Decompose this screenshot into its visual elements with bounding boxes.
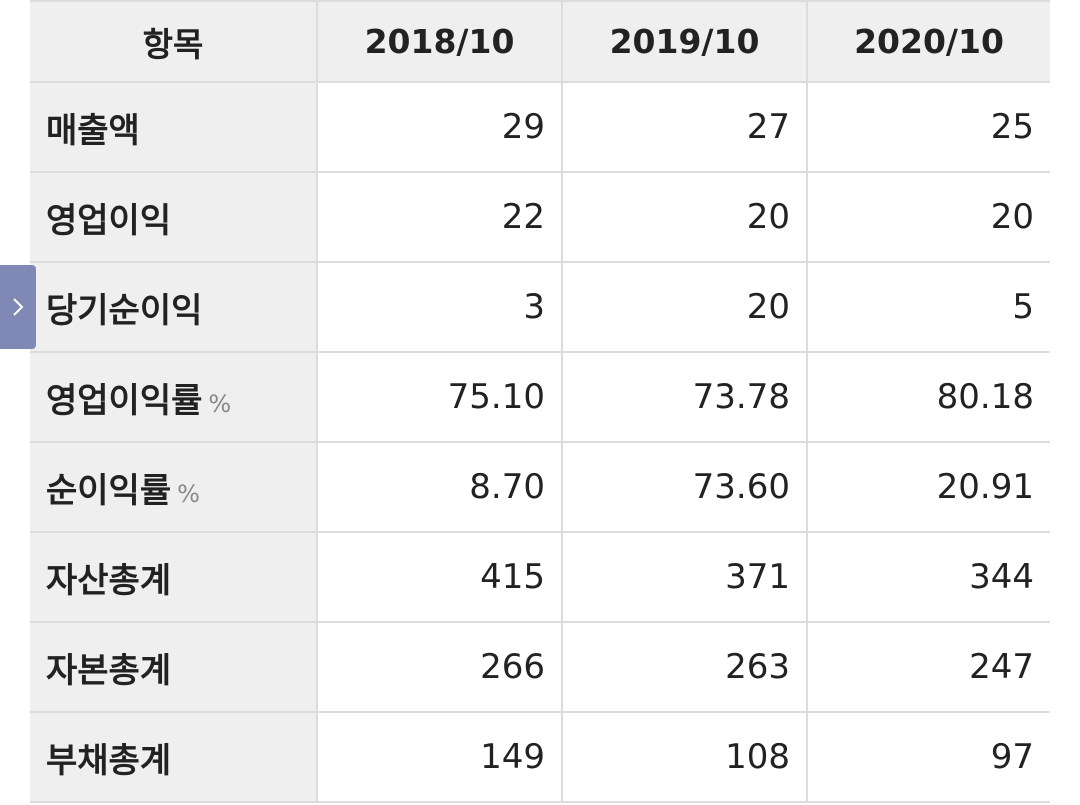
table-row: 자산총계 415 371 344 — [30, 532, 1050, 623]
cell-value: 266 — [316, 622, 562, 713]
row-label: 영업이익 — [30, 172, 317, 263]
row-label-text: 매출액 — [46, 110, 140, 151]
row-label: 자본총계 — [30, 622, 317, 713]
header-year-2018: 2018/10 — [316, 0, 562, 83]
row-label-text: 영업이익 — [46, 200, 172, 241]
header-row: 항목 2018/10 2019/10 2020/10 — [30, 0, 1050, 83]
row-label-text: 순이익률 — [46, 470, 172, 511]
cell-value: 20 — [806, 172, 1050, 263]
row-label: 부채총계 — [30, 712, 317, 803]
table-row: 영업이익 22 20 20 — [30, 172, 1050, 263]
table-row: 당기순이익 3 20 5 — [30, 262, 1050, 353]
unit-label: % — [208, 389, 232, 418]
cell-value: 149 — [316, 712, 562, 803]
chevron-right-icon — [11, 295, 25, 319]
cell-value: 75.10 — [316, 352, 562, 443]
cell-value: 73.60 — [561, 442, 807, 533]
row-label-text: 자산총계 — [46, 560, 172, 601]
unit-label: % — [177, 479, 200, 508]
header-item: 항목 — [30, 0, 317, 83]
cell-value: 263 — [561, 622, 807, 713]
cell-value: 80.18 — [806, 352, 1050, 443]
cell-value: 25 — [806, 82, 1050, 173]
table-row: 자본총계 266 263 247 — [30, 622, 1050, 713]
row-label-text: 영업이익률 — [46, 380, 203, 421]
cell-value: 97 — [806, 712, 1050, 803]
row-label: 순이익률% — [30, 442, 317, 533]
row-label: 영업이익률% — [30, 352, 317, 443]
cell-value: 5 — [806, 262, 1050, 353]
cell-value: 344 — [806, 532, 1050, 623]
row-label: 매출액 — [30, 82, 317, 173]
cell-value: 20.91 — [806, 442, 1050, 533]
header-year-2020: 2020/10 — [806, 0, 1050, 83]
table-row: 영업이익률% 75.10 73.78 80.18 — [30, 352, 1050, 443]
cell-value: 415 — [316, 532, 562, 623]
side-panel-toggle-button[interactable] — [0, 265, 36, 349]
cell-value: 3 — [316, 262, 562, 353]
cell-value: 371 — [561, 532, 807, 623]
cell-value: 247 — [806, 622, 1050, 713]
cell-value: 29 — [316, 82, 562, 173]
table-row: 순이익률% 8.70 73.60 20.91 — [30, 442, 1050, 533]
cell-value: 20 — [561, 262, 807, 353]
cell-value: 22 — [316, 172, 562, 263]
table-row: 매출액 29 27 25 — [30, 82, 1050, 173]
header-year-2019: 2019/10 — [561, 0, 807, 83]
cell-value: 8.70 — [316, 442, 562, 533]
cell-value: 73.78 — [561, 352, 807, 443]
row-label-text: 당기순이익 — [46, 290, 203, 331]
financial-table: 항목 2018/10 2019/10 2020/10 매출액 29 27 25 … — [30, 0, 1050, 803]
row-label-text: 부채총계 — [46, 740, 172, 781]
row-label: 자산총계 — [30, 532, 317, 623]
cell-value: 20 — [561, 172, 807, 263]
row-label: 당기순이익 — [30, 262, 317, 353]
row-label-text: 자본총계 — [46, 650, 172, 691]
table-row: 부채총계 149 108 97 — [30, 712, 1050, 803]
cell-value: 108 — [561, 712, 807, 803]
cell-value: 27 — [561, 82, 807, 173]
